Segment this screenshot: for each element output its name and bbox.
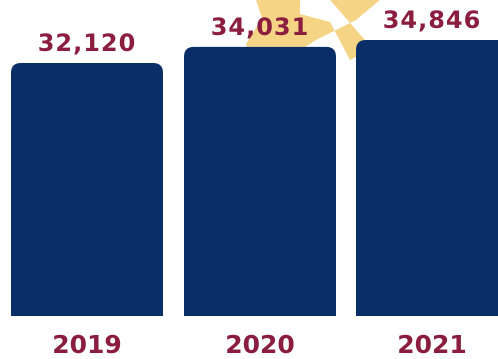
category-labels-group: 2019 2020 2021 [52,330,467,359]
category-label-2019: 2019 [52,330,122,359]
value-label-2020: 34,031 [211,13,310,41]
starburst-ray [246,0,380,60]
bar-2021 [356,40,498,316]
starburst-decoration [246,0,380,60]
category-label-2021: 2021 [397,330,467,359]
category-label-2020: 2020 [225,330,295,359]
value-labels-group: 32,120 34,031 34,846 [38,6,482,57]
bars-group [11,40,498,317]
bar-2019 [11,63,163,316]
bar-2020 [184,46,336,317]
value-label-2021: 34,846 [383,6,482,34]
value-label-2019: 32,120 [38,29,137,57]
